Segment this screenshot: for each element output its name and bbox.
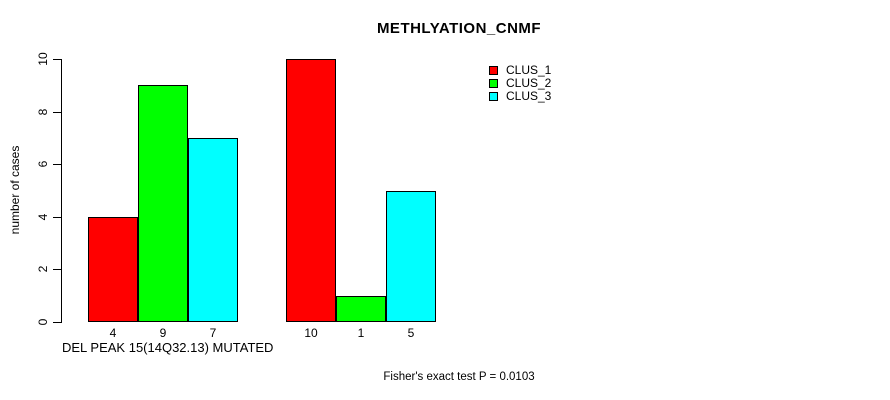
bar-value-label: 7 [209,326,217,340]
y-tick-label: 2 [36,266,50,273]
y-tick [53,269,61,271]
y-tick-label: 8 [36,108,50,115]
y-tick-label: 6 [36,160,50,168]
y-tick-label: 4 [36,213,50,221]
y-tick [53,322,61,323]
bar-clus_3-group2 [386,190,436,322]
bar-clus_3-group1 [188,137,238,322]
y-axis-line [61,59,62,323]
bar-value-label: 9 [159,326,167,340]
legend: CLUS_1 CLUS_2 CLUS_3 [489,64,551,103]
legend-item: CLUS_1 [489,64,551,77]
y-tick [53,59,61,60]
y-tick-label: 0 [36,318,50,326]
y-tick [53,164,61,166]
bar-clus_2-group2 [336,295,386,322]
bar-value-label: 10 [304,326,318,340]
bar-clus_1-group2 [286,59,336,322]
y-tick [53,111,61,113]
legend-item: CLUS_3 [489,90,551,103]
y-axis-title: number of cases [8,145,22,235]
x-axis-title: DEL PEAK 15(14Q32.13) MUTATED [62,340,274,355]
legend-swatch-clus3 [489,92,498,101]
bar-clus_2-group1 [138,85,188,322]
y-tick [53,216,61,218]
chart-title: METHLYATION_CNMF [376,20,542,37]
y-tick-label: 10 [36,52,50,66]
legend-label: CLUS_1 [506,63,552,77]
bar-clus_1-group1 [88,216,138,322]
fisher-test-note: Fisher's exact test P = 0.0103 [383,371,535,383]
legend-label: CLUS_2 [506,76,552,90]
legend-label: CLUS_3 [506,89,552,103]
legend-swatch-clus2 [489,79,498,88]
bar-value-label: 1 [357,326,365,340]
bar-value-label: 4 [109,326,117,340]
legend-swatch-clus1 [489,66,498,75]
bar-value-label: 5 [407,326,415,340]
legend-item: CLUS_2 [489,77,551,90]
